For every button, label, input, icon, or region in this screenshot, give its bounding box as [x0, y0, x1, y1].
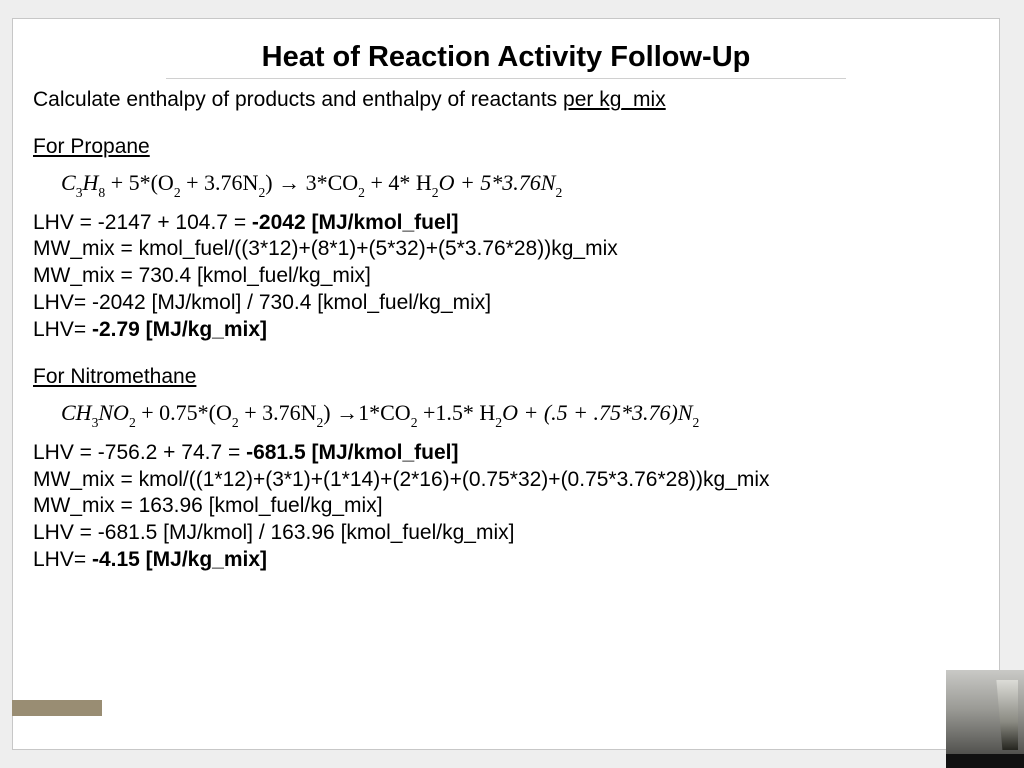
nitro-mw-1: MW_mix = kmol/((1*12)+(3*1)+(1*14)+(2*16… — [33, 467, 979, 494]
intro-underlined: per kg_mix — [563, 88, 666, 111]
propane-lhv-result: LHV= -2.79 [MJ/kg_mix] — [33, 317, 979, 344]
propane-equation: C3H8 + 5*(O2 + 3.76N2) → 3*CO2 + 4* H2O … — [61, 169, 979, 200]
eq-sub: 2 — [129, 415, 136, 430]
value-bold: -681.5 [MJ/kmol_fuel] — [246, 441, 458, 464]
slide-body: Calculate enthalpy of products and entha… — [25, 87, 987, 574]
value-bold: -2.79 [MJ/kg_mix] — [92, 318, 267, 341]
propane-heading: For Propane — [33, 134, 979, 161]
value-bold: -2042 [MJ/kmol_fuel] — [252, 211, 459, 234]
eq-txt: O + (.5 + .75*3.76)N — [502, 400, 692, 425]
nitro-lhv-result: LHV= -4.15 [MJ/kg_mix] — [33, 547, 979, 574]
eq-txt: ) — [265, 170, 278, 195]
eq-sub: 2 — [174, 185, 181, 200]
eq-sub: 8 — [98, 185, 105, 200]
eq-sub: 2 — [495, 415, 502, 430]
nitro-lhv-2: LHV = -681.5 [MJ/kmol] / 163.96 [kmol_fu… — [33, 520, 979, 547]
eq-txt: + 3.76N — [239, 400, 317, 425]
propane-lhv-1: LHV = -2147 + 104.7 = -2042 [MJ/kmol_fue… — [33, 210, 979, 237]
eq-sub: 2 — [316, 415, 323, 430]
eq-txt: + 0.75*(O — [136, 400, 232, 425]
text: LHV = -2147 + 104.7 = — [33, 211, 252, 234]
eq-sub: 2 — [232, 415, 239, 430]
arrow-icon: → — [278, 170, 300, 195]
nitro-mw-2: MW_mix = 163.96 [kmol_fuel/kg_mix] — [33, 493, 979, 520]
nitromethane-equation: CH3NO2 + 0.75*(O2 + 3.76N2) →1*CO2 +1.5*… — [61, 399, 979, 430]
eq-txt: +1.5* H — [418, 400, 496, 425]
nitromethane-heading: For Nitromethane — [33, 364, 979, 391]
template-building-graphic — [946, 670, 1024, 768]
propane-mw-2: MW_mix = 730.4 [kmol_fuel/kg_mix] — [33, 263, 979, 290]
intro-prefix: Calculate enthalpy of products and entha… — [33, 88, 563, 111]
value-bold: -4.15 [MJ/kg_mix] — [92, 548, 267, 571]
eq-sub: 2 — [358, 185, 365, 200]
eq-txt: 3*CO — [300, 170, 358, 195]
eq-sub: 2 — [693, 415, 700, 430]
eq-sub: 2 — [258, 185, 265, 200]
eq-txt: + 3.76N — [181, 170, 259, 195]
eq-txt: CH — [61, 400, 92, 425]
eq-txt: NO — [98, 400, 129, 425]
eq-txt: + 4* H — [365, 170, 432, 195]
eq-sub: 2 — [555, 185, 562, 200]
propane-mw-1: MW_mix = kmol_fuel/((3*12)+(8*1)+(5*32)+… — [33, 236, 979, 263]
slide-title: Heat of Reaction Activity Follow-Up — [166, 41, 846, 79]
intro-line: Calculate enthalpy of products and entha… — [33, 87, 979, 114]
spacer — [33, 344, 979, 364]
text: LHV = -756.2 + 74.7 = — [33, 441, 246, 464]
template-accent-bar — [12, 700, 102, 716]
arrow-icon: → — [336, 400, 358, 425]
eq-txt: O + 5*3.76N — [439, 170, 556, 195]
eq-txt: C — [61, 170, 76, 195]
eq-txt: 1*CO — [358, 400, 411, 425]
text: LHV= — [33, 318, 92, 341]
eq-txt: H — [83, 170, 99, 195]
eq-sub: 2 — [432, 185, 439, 200]
eq-sub: 2 — [411, 415, 418, 430]
eq-sub: 3 — [76, 185, 83, 200]
eq-sub: 3 — [92, 415, 99, 430]
propane-lhv-2: LHV= -2042 [MJ/kmol] / 730.4 [kmol_fuel/… — [33, 290, 979, 317]
text: LHV= — [33, 548, 92, 571]
slide-frame: Heat of Reaction Activity Follow-Up Calc… — [12, 18, 1000, 750]
eq-txt: ) — [323, 400, 336, 425]
nitro-lhv-1: LHV = -756.2 + 74.7 = -681.5 [MJ/kmol_fu… — [33, 440, 979, 467]
eq-txt: + 5*(O — [105, 170, 174, 195]
